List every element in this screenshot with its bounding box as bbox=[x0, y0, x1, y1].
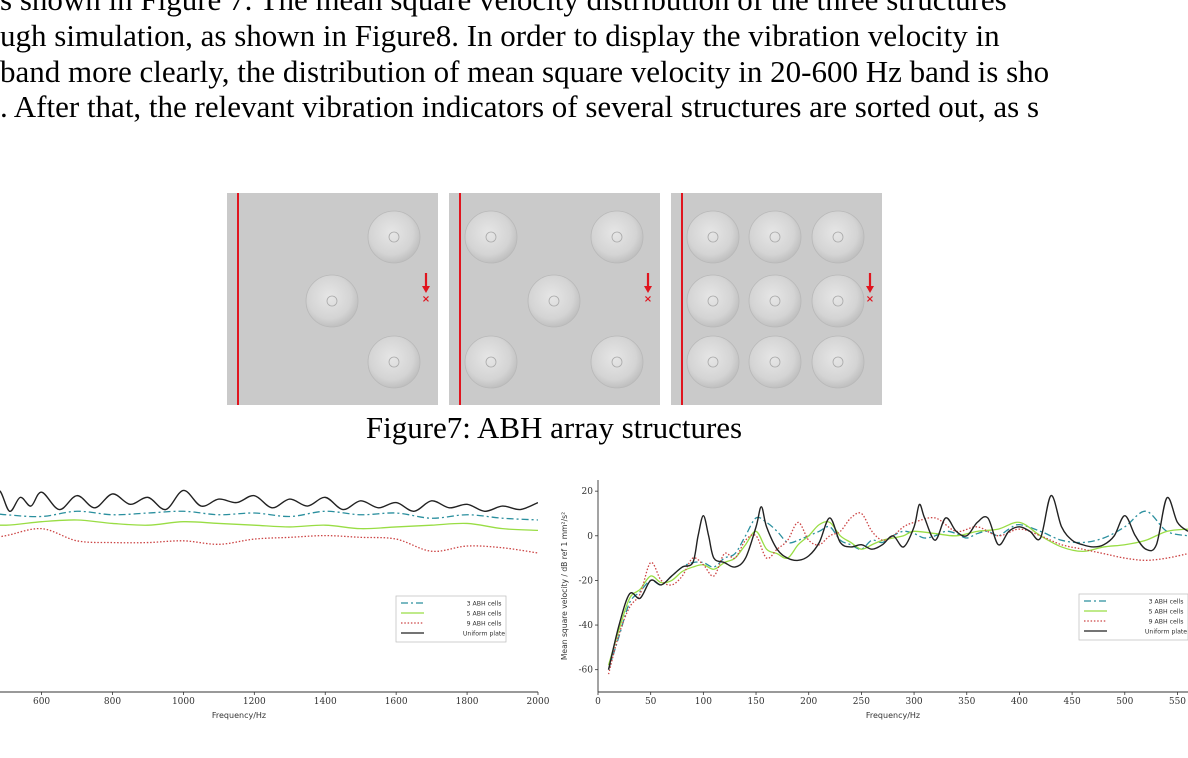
legend-label: Uniform plate bbox=[463, 631, 505, 638]
x-tick-label: 1600 bbox=[385, 697, 408, 707]
x-tick-label: 300 bbox=[905, 697, 922, 707]
x-tick-label: 2000 bbox=[527, 697, 550, 707]
abh-cell bbox=[811, 335, 865, 389]
abh-cell bbox=[367, 210, 421, 264]
excitation-marker: × bbox=[422, 294, 430, 305]
x-tick-label: 1000 bbox=[172, 697, 195, 707]
legend-label: 3 ABH cells bbox=[467, 601, 502, 608]
abh-cell bbox=[464, 335, 518, 389]
series-line bbox=[607, 521, 1188, 666]
x-axis-label: Frequency/Hz bbox=[866, 711, 920, 720]
x-tick-label: 200 bbox=[800, 697, 817, 707]
body-text-line: s shown in Figure 7. The mean square vel… bbox=[0, 0, 1007, 18]
abh-panel-5-cells: × bbox=[449, 193, 660, 405]
x-tick-label: 350 bbox=[958, 697, 975, 707]
abh-cell bbox=[464, 210, 518, 264]
y-axis-label: Mean square velocity / dB ref 1 mm²/s² bbox=[560, 512, 569, 660]
abh-cell-center bbox=[707, 295, 719, 307]
x-tick-label: 50 bbox=[645, 697, 657, 707]
x-tick-label: 800 bbox=[104, 697, 121, 707]
series-line bbox=[0, 519, 538, 532]
x-tick-label: 1200 bbox=[243, 697, 266, 707]
chart-right: 0 50 100 150 200 250 300 350 400 450 500 550-60-40-… bbox=[560, 480, 1188, 720]
abh-cell-center bbox=[832, 231, 844, 243]
abh-cell-center bbox=[769, 295, 781, 307]
abh-cell bbox=[367, 335, 421, 389]
body-text-line: band more clearly, the distribution of m… bbox=[0, 54, 1050, 89]
abh-cell-center bbox=[707, 231, 719, 243]
x-tick-label: 550 bbox=[1169, 697, 1186, 707]
x-axis-label: Frequency/Hz bbox=[212, 711, 266, 720]
x-tick-label: 400 bbox=[1011, 697, 1028, 707]
abh-cell-center bbox=[769, 356, 781, 368]
excitation-marker: × bbox=[644, 294, 652, 305]
legend-label: 5 ABH cells bbox=[1149, 609, 1184, 616]
abh-cell bbox=[811, 274, 865, 328]
series-line bbox=[607, 494, 1188, 670]
abh-cell bbox=[527, 274, 581, 328]
abh-cell bbox=[811, 210, 865, 264]
abh-cell bbox=[305, 274, 359, 328]
y-tick-label: -40 bbox=[579, 621, 594, 631]
legend-box bbox=[1078, 593, 1188, 641]
abh-cell-center bbox=[769, 231, 781, 243]
figure-caption: Figure7: ABH array structures bbox=[365, 410, 743, 445]
abh-cell-center bbox=[485, 231, 497, 243]
force-arrow-head bbox=[644, 286, 652, 293]
abh-cell bbox=[686, 274, 740, 328]
series-line bbox=[607, 512, 1188, 675]
abh-cell-center bbox=[548, 295, 560, 307]
legend-label: 5 ABH cells bbox=[467, 611, 502, 618]
y-tick-label: -60 bbox=[579, 666, 594, 676]
x-tick-label: 1400 bbox=[314, 697, 337, 707]
excitation-marker: × bbox=[866, 294, 874, 305]
abh-cell bbox=[686, 335, 740, 389]
legend-label: 9 ABH cells bbox=[467, 621, 502, 628]
chart-left: 400600800100012001400160018002000Frequen… bbox=[0, 489, 550, 720]
series-line bbox=[0, 510, 538, 521]
y-tick-label: -20 bbox=[579, 576, 594, 586]
abh-cell-center bbox=[388, 356, 400, 368]
legend-label: 9 ABH cells bbox=[1149, 619, 1184, 626]
x-tick-label: 100 bbox=[695, 697, 712, 707]
legend-box bbox=[395, 595, 507, 643]
abh-cell-center bbox=[611, 356, 623, 368]
abh-cell bbox=[590, 210, 644, 264]
abh-cell bbox=[686, 210, 740, 264]
x-tick-label: 500 bbox=[1116, 697, 1133, 707]
x-tick-label: 450 bbox=[1064, 697, 1081, 707]
x-tick-label: 0 bbox=[595, 697, 601, 707]
force-arrow-head bbox=[866, 286, 874, 293]
abh-cell-center bbox=[485, 356, 497, 368]
abh-cell-center bbox=[832, 356, 844, 368]
legend-label: Uniform plate bbox=[1145, 629, 1187, 636]
abh-cell-center bbox=[707, 356, 719, 368]
y-tick-label: 20 bbox=[582, 487, 594, 497]
body-text-line: . After that, the relevant vibration ind… bbox=[0, 89, 1040, 124]
force-arrow-head bbox=[422, 286, 430, 293]
abh-cell-center bbox=[326, 295, 338, 307]
series-line bbox=[0, 527, 538, 554]
x-tick-label: 1800 bbox=[456, 697, 479, 707]
series-line bbox=[0, 489, 538, 512]
x-tick-label: 600 bbox=[33, 697, 50, 707]
abh-panel-9-cells: × bbox=[671, 193, 882, 405]
y-tick-label: 0 bbox=[587, 532, 593, 542]
body-text-line: ugh simulation, as shown in Figure8. In … bbox=[0, 18, 1000, 53]
abh-cell-center bbox=[611, 231, 623, 243]
legend-label: 3 ABH cells bbox=[1149, 599, 1184, 606]
x-tick-label: 250 bbox=[853, 697, 870, 707]
abh-cell-center bbox=[832, 295, 844, 307]
abh-panel-3-cells: × bbox=[227, 193, 438, 405]
x-tick-label: 150 bbox=[747, 697, 764, 707]
abh-cell bbox=[748, 274, 802, 328]
abh-cell-center bbox=[388, 231, 400, 243]
series-line bbox=[607, 510, 1188, 670]
abh-cell bbox=[748, 335, 802, 389]
abh-cell bbox=[748, 210, 802, 264]
abh-cell bbox=[590, 335, 644, 389]
